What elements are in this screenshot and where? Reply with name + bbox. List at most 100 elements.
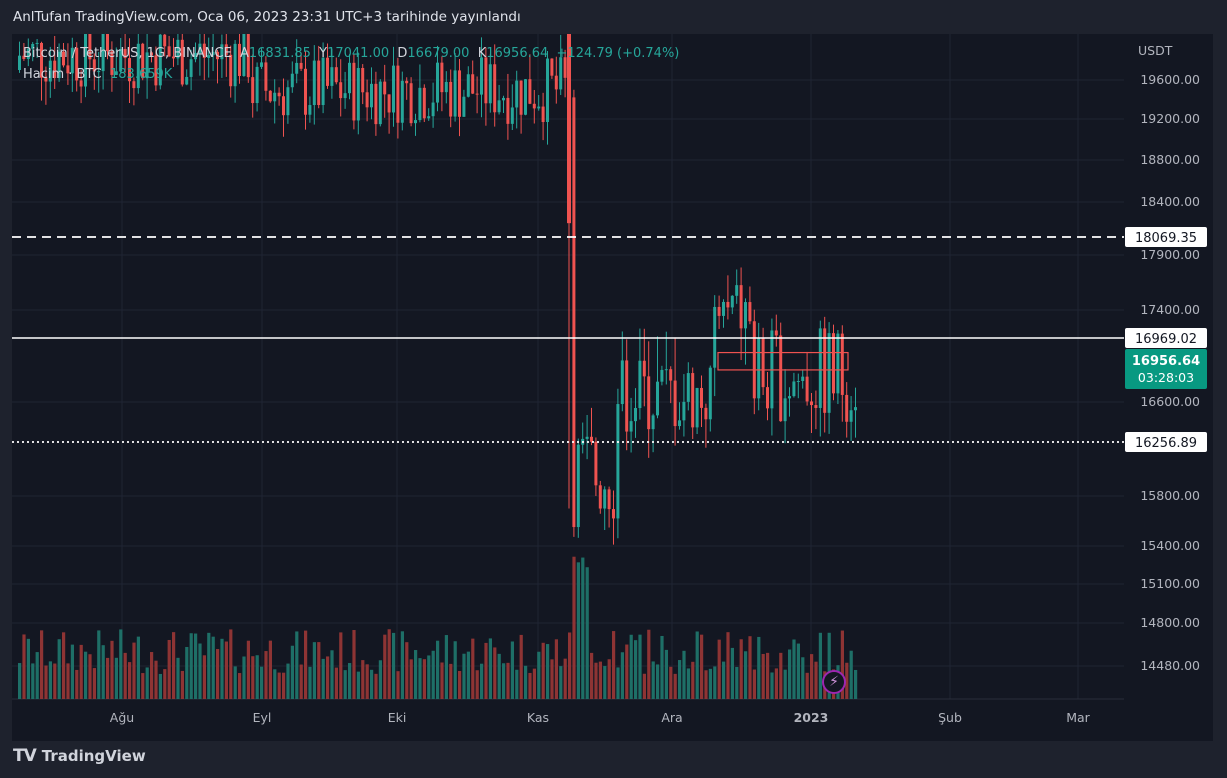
candle-body <box>268 90 272 102</box>
candle-body <box>158 34 162 86</box>
candle-body <box>18 55 21 70</box>
volume-bar <box>211 636 215 699</box>
volume-bar <box>352 630 356 699</box>
volume-bar <box>264 651 268 699</box>
candle-body <box>361 67 365 93</box>
candle-body <box>722 301 725 316</box>
volume-bar <box>766 652 770 699</box>
candle-body <box>295 62 299 74</box>
candle-body <box>792 381 796 397</box>
volume-bar <box>634 640 638 699</box>
volume-bar <box>136 636 140 699</box>
candle-body <box>440 62 444 93</box>
candle-body <box>845 394 849 422</box>
candle-body <box>664 369 668 371</box>
candle-body <box>264 62 268 91</box>
volume-bar <box>581 557 585 699</box>
candle-body <box>739 285 743 329</box>
volume-bar <box>84 651 88 699</box>
candle-body <box>414 120 417 124</box>
volume-bar <box>361 660 365 699</box>
chart-panel[interactable]: USDT 19600.00 19200.00 18800.00 18400.00 1790… <box>12 34 1213 741</box>
candle-body <box>510 107 514 124</box>
candle-body <box>576 444 580 528</box>
symbol-title[interactable]: Bitcoin / TetherUS, 1G, BINANCE <box>23 46 232 61</box>
candle-body <box>480 57 483 95</box>
candle-body <box>449 81 453 117</box>
candle-body <box>75 47 79 81</box>
volume-bar <box>537 651 541 699</box>
candle-body <box>744 302 747 329</box>
lightning-icon[interactable]: ⚡ <box>822 670 846 694</box>
candle-body <box>330 67 334 86</box>
high-label: Y <box>319 46 328 61</box>
candle-body <box>506 97 510 124</box>
candle-body <box>400 80 404 123</box>
volume-label[interactable]: Hacim · BTC <box>23 67 102 82</box>
candle-body <box>836 333 840 394</box>
candle-body <box>779 335 783 422</box>
candle-body <box>620 360 624 405</box>
volume-bar <box>172 632 176 699</box>
candle-body <box>119 48 123 72</box>
candle-body <box>299 62 303 69</box>
volume-bar <box>801 657 805 699</box>
price-tick-label: 19600.00 <box>1140 72 1200 87</box>
volume-bar <box>378 660 382 699</box>
volume-bar <box>444 635 448 699</box>
candle-body <box>532 103 536 109</box>
candle-body <box>814 405 818 408</box>
volume-bar <box>669 666 673 699</box>
candle-body <box>642 360 646 377</box>
candle-body <box>656 381 659 416</box>
candle-body <box>22 55 26 59</box>
volume-bar <box>810 654 814 699</box>
volume-bar <box>277 672 281 699</box>
candle-body <box>818 328 822 408</box>
volume-bar <box>788 649 792 699</box>
candle-body <box>783 398 787 422</box>
price-tick-label: 15100.00 <box>1140 576 1200 591</box>
candle-body <box>207 55 211 58</box>
volume-bar <box>462 653 466 699</box>
volume-bar <box>202 655 206 699</box>
volume-bar <box>739 639 743 699</box>
candle-body <box>700 387 703 408</box>
volume-bar <box>268 640 272 699</box>
price-level-tag <box>1125 432 1207 452</box>
volume-bar <box>123 652 127 699</box>
volume-bar <box>466 651 470 699</box>
candle-body <box>392 65 395 113</box>
volume-bar <box>44 665 48 699</box>
candle-body <box>312 60 316 106</box>
candle-body <box>805 376 809 402</box>
volume-bar <box>550 659 554 699</box>
candle-body <box>598 485 602 509</box>
candle-body <box>682 401 686 421</box>
candle-body <box>638 360 642 409</box>
candle-body <box>427 116 431 119</box>
price-chart[interactable]: USDT 19600.00 19200.00 18800.00 18400.00 1790… <box>12 34 1213 741</box>
close-value: 16956.64 <box>486 46 549 61</box>
candle-body <box>594 441 598 486</box>
price-level-tag <box>1125 328 1207 348</box>
volume-bar <box>97 630 101 699</box>
candle-body <box>176 39 180 59</box>
volume-bar <box>440 662 444 699</box>
candle-body <box>198 43 202 54</box>
price-tick-label: 18800.00 <box>1140 152 1200 167</box>
candle-body <box>761 337 765 388</box>
volume-bar <box>114 657 118 699</box>
candle-body <box>136 43 140 89</box>
candle-body <box>334 67 338 83</box>
price-tick-label: 15400.00 <box>1140 538 1200 553</box>
volume-bar <box>158 673 162 699</box>
candle-body <box>57 51 61 79</box>
candle-body <box>356 67 360 121</box>
candle-body <box>163 34 167 47</box>
candle-body <box>106 34 109 52</box>
volume-legend: Hacim · BTC 183.659K <box>23 67 172 82</box>
volume-bar <box>532 668 536 699</box>
tradingview-logo[interactable]: TV TradingView <box>13 746 146 766</box>
volume-bar <box>299 664 303 699</box>
